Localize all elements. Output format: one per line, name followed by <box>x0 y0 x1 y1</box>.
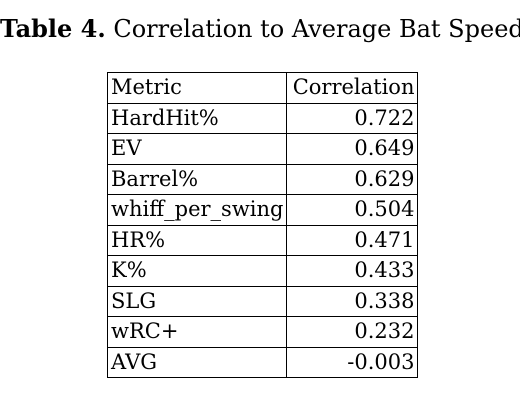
correlation-cell: 0.722 <box>286 102 419 134</box>
table-row: K% 0.433 <box>106 255 419 287</box>
table-row: HardHit% 0.722 <box>106 102 419 134</box>
table-row: whiff_per_swing 0.504 <box>106 194 419 226</box>
metric-cell: wRC+ <box>106 316 288 348</box>
table-header-row: Metric Correlation <box>106 72 419 104</box>
correlation-cell: 0.232 <box>286 316 419 348</box>
table-caption: Table 4. Correlation to Average Bat Spee… <box>0 14 520 44</box>
metric-cell: SLG <box>106 285 288 317</box>
correlation-cell: 0.433 <box>286 255 419 287</box>
column-header-correlation: Correlation <box>286 72 419 104</box>
correlation-cell: -0.003 <box>286 346 419 378</box>
table-row: SLG 0.338 <box>106 285 419 317</box>
metric-cell: EV <box>106 133 288 165</box>
table-row: EV 0.649 <box>106 133 419 165</box>
table-caption-title: Correlation to Average Bat Speed <box>113 15 520 43</box>
metric-cell: HR% <box>106 224 288 256</box>
correlation-cell: 0.649 <box>286 133 419 165</box>
metric-cell: HardHit% <box>106 102 288 134</box>
metric-cell: whiff_per_swing <box>106 194 288 226</box>
table-row: AVG -0.003 <box>106 346 419 378</box>
metric-cell: K% <box>106 255 288 287</box>
metric-cell: AVG <box>106 346 288 378</box>
table-row: wRC+ 0.232 <box>106 316 419 348</box>
correlation-cell: 0.504 <box>286 194 419 226</box>
correlation-table: Metric Correlation HardHit% 0.722 EV 0.6… <box>106 72 419 378</box>
correlation-cell: 0.338 <box>286 285 419 317</box>
correlation-cell: 0.629 <box>286 163 419 195</box>
column-header-metric: Metric <box>106 72 288 104</box>
metric-cell: Barrel% <box>106 163 288 195</box>
table-row: HR% 0.471 <box>106 224 419 256</box>
correlation-cell: 0.471 <box>286 224 419 256</box>
table-row: Barrel% 0.629 <box>106 163 419 195</box>
table-caption-label: Table 4. <box>0 14 106 43</box>
